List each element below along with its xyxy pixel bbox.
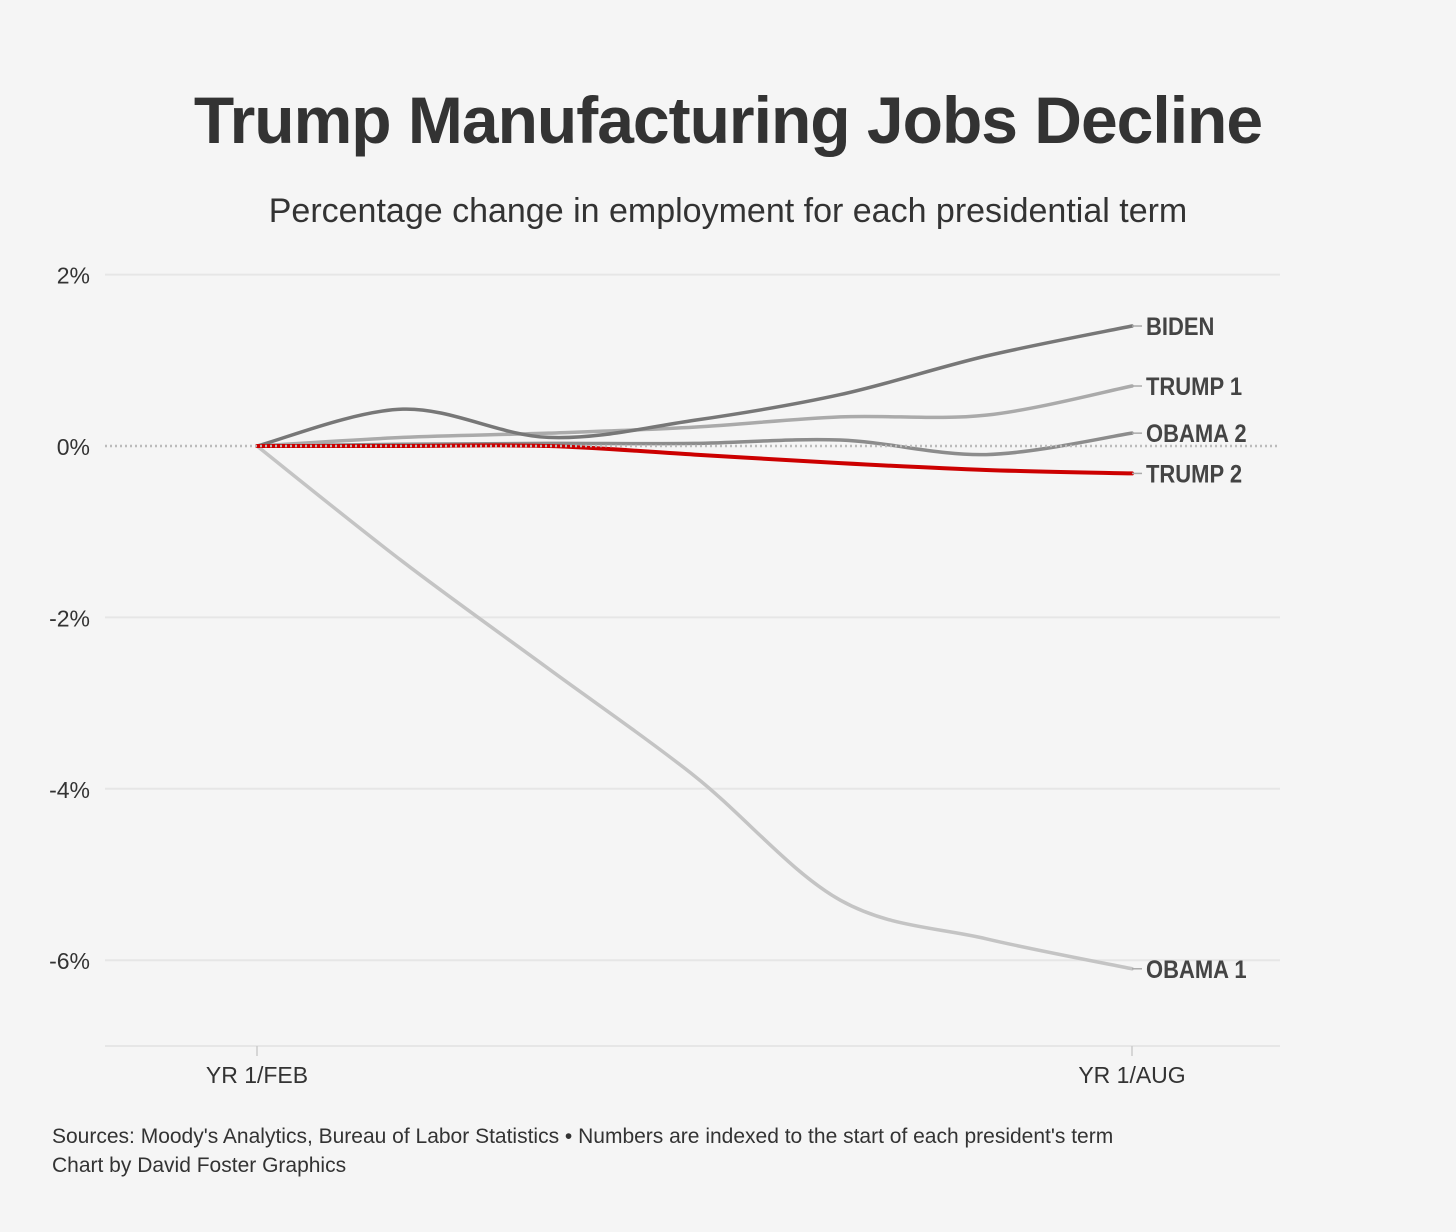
x-tick-label: YR 1/FEB [206, 1062, 308, 1088]
series-line-obama-2 [255, 431, 1134, 457]
series-line-trump-2 [255, 443, 1134, 476]
series-line-biden [255, 324, 1134, 448]
y-tick-label: -6% [49, 948, 90, 974]
y-tick-label: -4% [49, 777, 90, 803]
series-label-trump-1: TRUMP 1 [1146, 373, 1242, 401]
chart-credit: Chart by David Foster Graphics [52, 1154, 347, 1177]
series-label-biden: BIDEN [1146, 313, 1214, 341]
y-tick-label: 2% [57, 263, 90, 289]
chart-title: Trump Manufacturing Jobs Decline [193, 83, 1263, 157]
y-tick-label: 0% [57, 434, 90, 460]
series-line-obama-1 [255, 444, 1134, 971]
chart-subtitle: Percentage change in employment for each… [268, 192, 1188, 230]
y-tick-label: -2% [49, 605, 90, 631]
series-label-obama-2: OBAMA 2 [1146, 420, 1247, 448]
series-line-trump-1 [255, 384, 1134, 448]
series-label-obama-1: OBAMA 1 [1146, 955, 1247, 983]
sources-note: Sources: Moody's Analytics, Bureau of La… [52, 1125, 1114, 1148]
x-tick-label: YR 1/AUG [1078, 1062, 1185, 1088]
series-label-trump-2: TRUMP 2 [1146, 460, 1242, 488]
